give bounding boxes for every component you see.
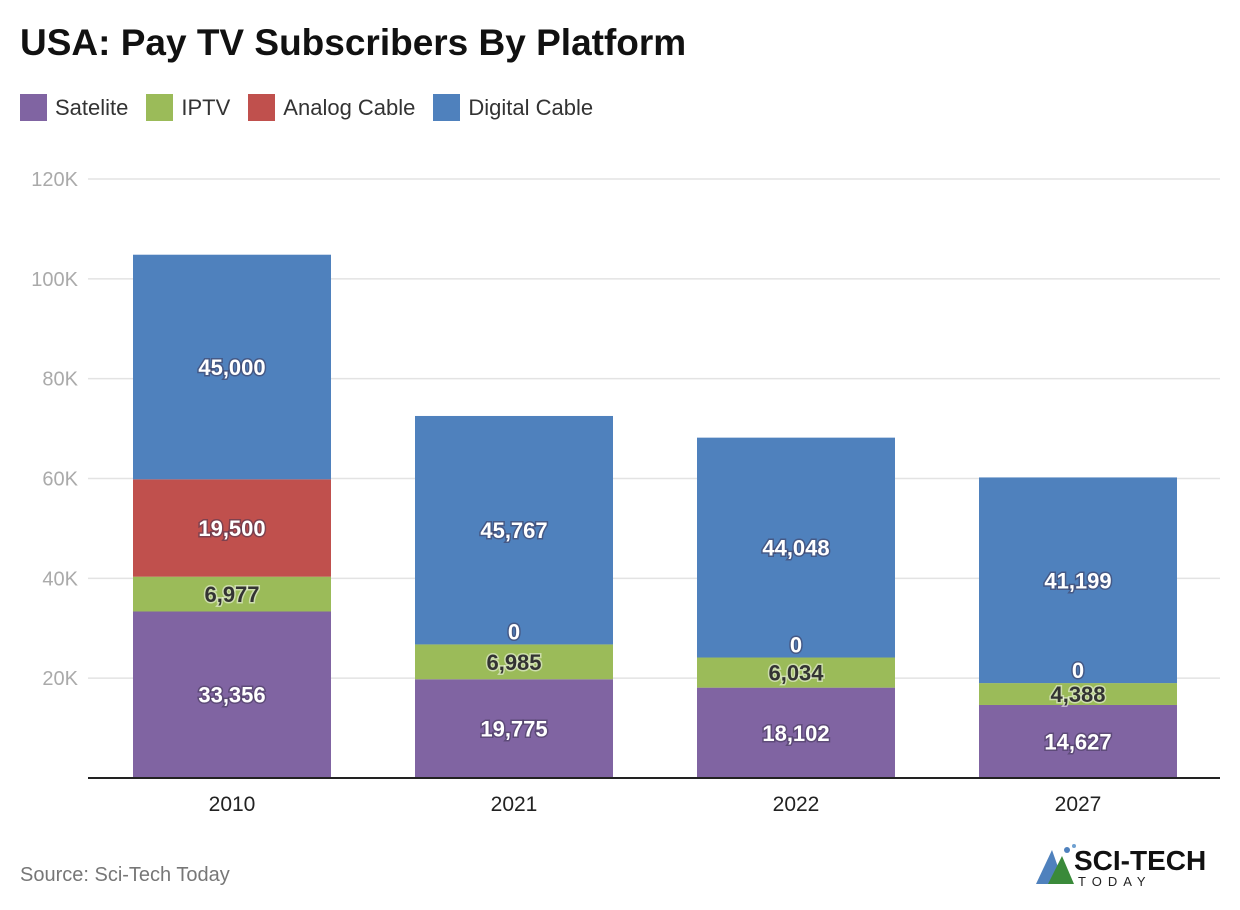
bar-segment (697, 657, 895, 688)
legend-swatch (20, 94, 47, 121)
data-label: 0 (1072, 658, 1084, 683)
data-label: 6,977 (204, 582, 259, 607)
bar-segment (133, 254, 331, 480)
legend-swatch (433, 94, 461, 121)
data-label: 19,500 (198, 516, 265, 541)
x-tick-label: 2010 (209, 793, 256, 816)
svg-text:TODAY: TODAY (1078, 874, 1152, 886)
data-label: 33,356 (198, 683, 265, 708)
data-label: 4,388 (1050, 682, 1105, 707)
legend-item: Analog Cable (248, 94, 415, 121)
y-tick-label: 40K (42, 568, 78, 590)
data-label: 6,985 (486, 650, 541, 675)
legend-label: Digital Cable (468, 94, 594, 120)
y-tick-label: 120K (31, 169, 78, 191)
legend-label: Satelite (55, 94, 129, 120)
svg-text:SCI-TECH: SCI-TECH (1074, 845, 1206, 876)
data-label: 0 (508, 619, 520, 644)
x-tick-label: 2021 (491, 793, 538, 816)
bar-segment (133, 611, 331, 778)
source-note: Source: Sci-Tech Today (20, 864, 230, 886)
x-tick-label: 2027 (1055, 793, 1102, 816)
bar-segment (133, 479, 331, 577)
bar-segment (697, 687, 895, 778)
data-label: 18,102 (762, 721, 829, 746)
bar-segment (415, 679, 613, 778)
chart-title: USA: Pay TV Subscribers By Platform (20, 22, 687, 63)
legend-label: IPTV (181, 94, 231, 120)
data-label: 44,048 (762, 536, 829, 561)
legend-swatch (146, 94, 174, 121)
data-label: 0 (790, 633, 802, 658)
sci-tech-today-logo: SCI-TECH TODAY (1036, 844, 1206, 886)
legend: Satelite IPTV Analog Cable Digital Cable (20, 94, 593, 121)
y-tick-label: 60K (42, 469, 78, 491)
bar-segment (133, 576, 331, 612)
data-label: 14,627 (1044, 729, 1111, 754)
bar-segment (415, 415, 613, 645)
legend-label: Analog Cable (283, 94, 416, 120)
legend-swatch (248, 94, 276, 121)
legend-item: Satelite (20, 94, 128, 121)
bar-segment (697, 437, 895, 658)
legend-item: Digital Cable (433, 94, 593, 121)
data-label: 19,775 (480, 717, 547, 742)
data-label: 6,034 (768, 661, 824, 686)
bar-segment (979, 477, 1177, 684)
y-tick-label: 80K (42, 369, 78, 391)
y-tick-label: 20K (42, 668, 78, 690)
data-label: 45,767 (480, 518, 547, 543)
legend-item: IPTV (146, 94, 230, 121)
x-tick-label: 2022 (773, 793, 820, 816)
bar-segment (979, 704, 1177, 778)
y-tick-label: 100K (31, 269, 78, 291)
data-label: 45,000 (198, 355, 265, 380)
bar-segment (979, 683, 1177, 705)
data-label: 41,199 (1044, 568, 1111, 593)
bar-segment (415, 644, 613, 680)
